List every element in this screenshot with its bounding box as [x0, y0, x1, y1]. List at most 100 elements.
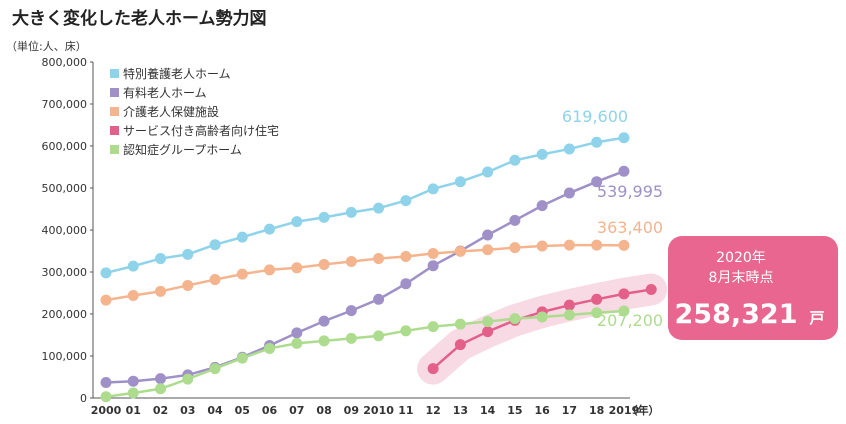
data-point: [127, 375, 139, 387]
data-point: [318, 335, 330, 347]
x-tick-label: 01: [126, 404, 141, 417]
data-point: [427, 321, 439, 333]
data-point: [155, 253, 167, 265]
data-point: [373, 253, 385, 265]
data-point: [563, 309, 575, 321]
x-tick-label: 11: [398, 404, 413, 417]
end-value-label: 363,400: [597, 218, 663, 237]
data-point: [482, 166, 494, 178]
data-point: [127, 260, 139, 272]
legend-swatch: [110, 88, 119, 97]
data-point: [209, 363, 221, 375]
data-point: [454, 339, 466, 351]
end-value-label: 619,600: [562, 107, 628, 126]
legend-label: サービス付き高齢者向け住宅: [123, 123, 279, 138]
data-point: [291, 337, 303, 349]
y-tick-label: 800,000: [42, 56, 88, 69]
data-point: [345, 206, 357, 218]
x-tick-label: 2019: [609, 404, 640, 417]
x-axis-label: （年）: [627, 403, 660, 417]
x-tick-label: 2010: [363, 404, 394, 417]
x-tick-label: 03: [180, 404, 195, 417]
x-tick-label: 04: [207, 404, 223, 417]
data-point: [318, 315, 330, 327]
x-tick-label: 13: [453, 404, 468, 417]
x-tick-label: 09: [344, 404, 359, 417]
x-tick-label: 17: [562, 404, 577, 417]
series-2: [100, 239, 630, 306]
data-point: [454, 318, 466, 330]
x-tick-label: 08: [316, 404, 331, 417]
data-point: [155, 285, 167, 297]
chart-title: 大きく変化した老人ホーム勢力図: [12, 8, 267, 29]
data-point: [209, 239, 221, 251]
x-tick-label: 16: [535, 404, 551, 417]
data-point: [454, 176, 466, 188]
x-tick-label: 18: [589, 404, 604, 417]
callout-badge: 2020年 8月末時点 258,321 戸: [668, 236, 838, 340]
data-point: [536, 240, 548, 252]
data-point: [155, 383, 167, 395]
data-point: [182, 279, 194, 291]
data-point: [509, 154, 521, 166]
data-point: [482, 229, 494, 241]
data-point: [618, 165, 630, 177]
data-point: [100, 267, 112, 279]
data-point: [345, 256, 357, 267]
y-tick-label: 0: [80, 392, 87, 405]
x-tick-label: 15: [507, 404, 522, 417]
data-point: [536, 200, 548, 212]
x-tick-label: 12: [425, 404, 440, 417]
data-point: [509, 214, 521, 226]
legend-swatch: [110, 107, 119, 116]
y-tick-label: 600,000: [42, 140, 88, 153]
data-point: [482, 244, 494, 256]
data-point: [236, 352, 248, 364]
data-point: [618, 305, 630, 317]
data-point: [536, 311, 548, 323]
data-point: [400, 195, 412, 207]
legend-swatch: [110, 145, 119, 154]
data-point: [182, 373, 194, 385]
data-point: [100, 294, 112, 306]
data-point: [645, 284, 657, 296]
x-tick-label: 07: [289, 404, 304, 417]
x-tick-label: 2000: [91, 404, 122, 417]
data-point: [454, 245, 466, 257]
legend-label: 特別養護老人ホーム: [123, 66, 231, 81]
y-tick-label: 500,000: [42, 182, 88, 195]
series-4: [100, 305, 630, 403]
callout-line2: 8月末時点: [709, 270, 774, 286]
data-point: [591, 136, 603, 148]
data-point: [427, 183, 439, 195]
data-point: [591, 307, 603, 319]
x-tick-label: 05: [235, 404, 250, 417]
y-tick-label: 400,000: [42, 224, 88, 237]
data-point: [264, 264, 276, 276]
data-point: [591, 293, 603, 305]
data-point: [618, 132, 630, 144]
x-tick-label: 02: [153, 404, 168, 417]
legend-swatch: [110, 126, 119, 135]
data-point: [563, 299, 575, 311]
data-point: [591, 239, 603, 251]
series-1: [100, 165, 630, 388]
data-point: [318, 211, 330, 223]
data-point: [291, 216, 303, 228]
data-point: [236, 231, 248, 243]
data-point: [127, 290, 139, 302]
data-point: [291, 327, 303, 339]
callout-unit: 戸: [809, 309, 824, 327]
legend-label: 有料老人ホーム: [123, 86, 207, 100]
data-point: [182, 248, 194, 260]
data-point: [100, 376, 112, 388]
data-point: [127, 387, 139, 399]
data-point: [591, 176, 603, 188]
callout-value: 258,321: [675, 299, 798, 330]
data-point: [509, 242, 521, 254]
data-point: [563, 187, 575, 199]
data-point: [400, 250, 412, 262]
data-point: [345, 305, 357, 317]
callout-box: [668, 236, 838, 340]
